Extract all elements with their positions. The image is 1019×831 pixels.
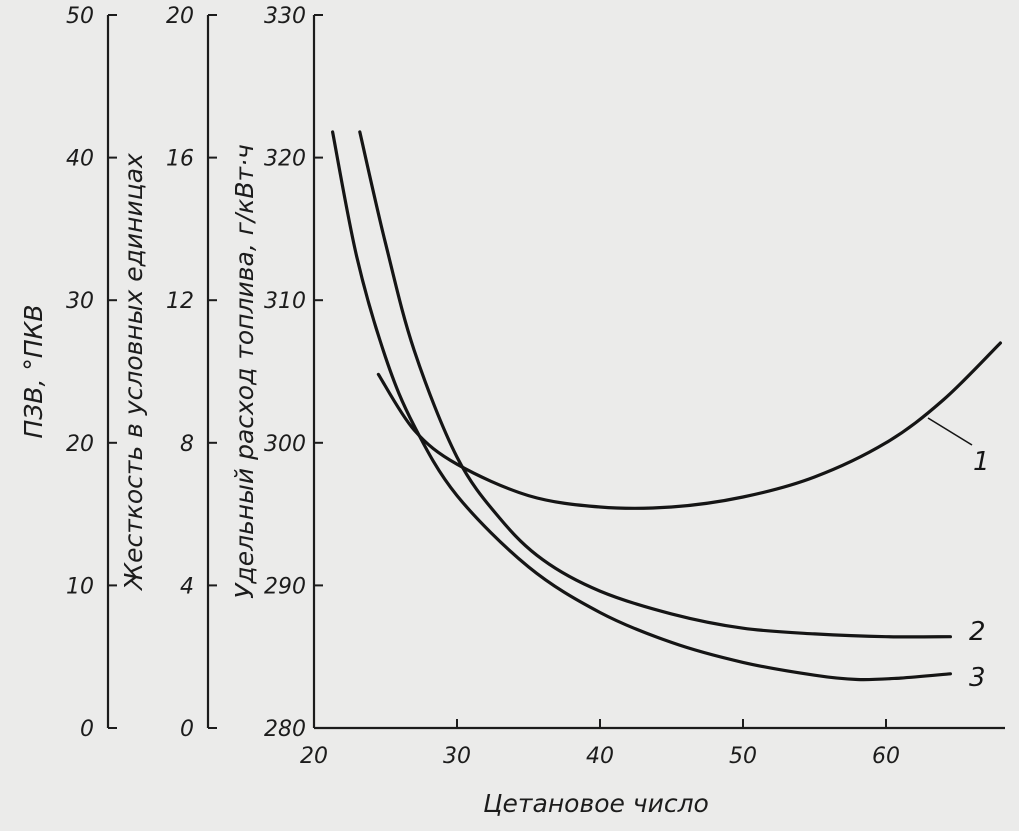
x-axis-title: Цетановое число xyxy=(483,789,709,818)
curves: 1 2 3 xyxy=(331,130,1002,693)
series-leader-1 xyxy=(927,417,973,446)
y-tick-label-hard: 8 xyxy=(180,432,194,457)
y-tick-label-pzv: 0 xyxy=(80,717,94,742)
x-tick-label: 30 xyxy=(443,744,471,769)
y-tick-label-pzv: 30 xyxy=(66,289,94,314)
series-label-1: 1 xyxy=(973,447,990,477)
y-axis-title-hard: Жесткость в условных единицах xyxy=(119,153,148,592)
y-tick-label-hard: 20 xyxy=(166,4,194,29)
y-tick-label-fuel: 280 xyxy=(264,717,306,742)
y-axis-title-fuel: Удельный расход топлива, г/кВт·ч xyxy=(230,144,259,599)
x-tick-label: 60 xyxy=(872,744,900,769)
series-line-3 xyxy=(331,130,952,682)
y-tick-label-pzv: 10 xyxy=(66,574,94,599)
y-tick-label-hard: 0 xyxy=(180,717,194,742)
y-tick-label-fuel: 330 xyxy=(264,4,306,29)
y-tick-label-pzv: 40 xyxy=(66,147,94,172)
y-tick-label-pzv: 50 xyxy=(66,4,94,29)
x-tick-label: 50 xyxy=(729,744,757,769)
series-label-3: 3 xyxy=(969,663,986,693)
y-tick-label-fuel: 290 xyxy=(264,574,306,599)
x-tick-label: 20 xyxy=(300,744,328,769)
y-tick-label-fuel: 310 xyxy=(264,289,306,314)
series-label-2: 2 xyxy=(969,617,986,647)
y-tick-label-hard: 16 xyxy=(166,147,194,172)
series-line-2 xyxy=(358,130,952,639)
y-tick-label-fuel: 320 xyxy=(264,147,306,172)
y-tick-label-pzv: 20 xyxy=(66,432,94,457)
x-tick-label: 40 xyxy=(586,744,614,769)
y-tick-label-hard: 4 xyxy=(180,574,194,599)
series-line-1 xyxy=(376,341,1002,510)
y-tick-label-fuel: 300 xyxy=(264,432,306,457)
y-tick-label-hard: 12 xyxy=(166,289,194,314)
y-axis-title-pzv: ПЗВ, °ПКВ xyxy=(19,304,48,438)
